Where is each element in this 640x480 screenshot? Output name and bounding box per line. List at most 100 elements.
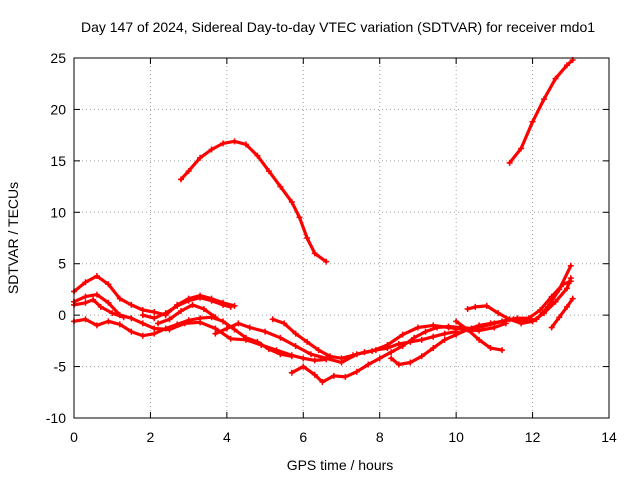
data-point bbox=[441, 330, 448, 337]
data-point bbox=[208, 297, 215, 304]
data-point bbox=[151, 325, 158, 332]
data-point bbox=[116, 321, 123, 328]
data-point bbox=[277, 351, 284, 358]
data-point bbox=[384, 345, 391, 352]
data-point bbox=[220, 140, 227, 147]
data-point bbox=[453, 318, 460, 325]
data-point bbox=[151, 315, 158, 322]
data-point bbox=[231, 326, 238, 333]
data-point bbox=[563, 303, 570, 310]
data-point bbox=[323, 355, 330, 362]
data-point bbox=[441, 336, 448, 343]
data-point bbox=[93, 322, 100, 329]
data-point bbox=[372, 347, 379, 354]
data-point bbox=[342, 373, 349, 380]
x-tick-label: 12 bbox=[525, 429, 541, 445]
data-point bbox=[220, 301, 227, 308]
data-point bbox=[227, 303, 234, 310]
data-point bbox=[453, 331, 460, 338]
data-point bbox=[495, 310, 502, 317]
data-point bbox=[197, 294, 204, 301]
data-point bbox=[529, 318, 536, 325]
x-tick-label: 0 bbox=[70, 429, 78, 445]
y-tick-label: 15 bbox=[50, 153, 66, 169]
data-point bbox=[499, 318, 505, 325]
data-point bbox=[185, 297, 192, 304]
data-point bbox=[128, 328, 135, 335]
data-point bbox=[407, 359, 414, 366]
series-arc-12 bbox=[550, 297, 575, 330]
data-point bbox=[174, 321, 181, 328]
data-point bbox=[288, 353, 295, 360]
chart-title: Day 147 of 2024, Sidereal Day-to-day VTE… bbox=[81, 19, 595, 35]
data-point bbox=[556, 314, 563, 321]
data-point bbox=[162, 310, 169, 317]
data-point bbox=[90, 296, 97, 303]
data-point bbox=[563, 62, 570, 69]
data-point bbox=[315, 347, 322, 354]
data-point bbox=[300, 355, 307, 362]
data-point bbox=[338, 355, 345, 362]
data-point bbox=[518, 145, 525, 152]
data-point bbox=[311, 250, 318, 257]
grid-layer bbox=[74, 58, 609, 418]
data-point bbox=[265, 168, 272, 175]
data-point bbox=[151, 309, 158, 316]
y-axis-label: SDTVAR / TECUs bbox=[5, 182, 21, 294]
data-point bbox=[246, 324, 253, 331]
data-point bbox=[330, 372, 337, 379]
data-point bbox=[499, 347, 505, 354]
data-point bbox=[376, 355, 383, 362]
data-point bbox=[292, 330, 299, 337]
data-point bbox=[569, 295, 576, 302]
data-point bbox=[139, 320, 146, 327]
data-point bbox=[300, 363, 307, 370]
y-tick-label: 5 bbox=[58, 256, 66, 272]
data-point bbox=[288, 199, 295, 205]
data-point bbox=[151, 330, 158, 337]
data-point bbox=[139, 312, 146, 319]
data-point bbox=[311, 371, 318, 378]
data-point bbox=[483, 302, 490, 309]
data-point bbox=[541, 96, 548, 103]
data-point bbox=[304, 235, 311, 241]
data-point bbox=[399, 343, 406, 349]
data-point bbox=[235, 320, 242, 327]
data-point bbox=[189, 301, 196, 308]
data-point bbox=[548, 324, 555, 331]
data-point bbox=[212, 325, 219, 332]
data-point bbox=[552, 298, 559, 305]
data-point bbox=[506, 316, 513, 323]
data-point bbox=[155, 320, 162, 327]
data-point bbox=[430, 333, 437, 340]
data-point bbox=[365, 361, 372, 368]
x-tick-label: 4 bbox=[223, 429, 231, 445]
data-point bbox=[185, 168, 192, 175]
x-tick-label: 2 bbox=[147, 429, 155, 445]
data-point bbox=[105, 299, 112, 306]
data-point bbox=[212, 330, 219, 337]
data-point bbox=[262, 328, 269, 335]
x-axis-label: GPS time / hours bbox=[287, 457, 394, 473]
data-point bbox=[208, 146, 215, 153]
y-tick-label: 0 bbox=[58, 307, 66, 323]
data-point bbox=[307, 351, 314, 358]
data-point bbox=[242, 334, 249, 341]
data-point bbox=[552, 75, 559, 82]
data-point bbox=[82, 299, 89, 306]
data-point bbox=[109, 310, 116, 317]
data-point bbox=[178, 176, 184, 183]
data-point bbox=[399, 331, 406, 338]
data-point bbox=[178, 308, 184, 315]
data-point bbox=[388, 355, 395, 362]
data-point bbox=[166, 316, 173, 323]
data-point bbox=[349, 352, 356, 359]
data-point bbox=[319, 379, 326, 385]
data-point bbox=[231, 302, 238, 309]
y-tick-label: -5 bbox=[54, 359, 67, 375]
data-point bbox=[277, 334, 284, 341]
data-point bbox=[93, 291, 100, 298]
data-point bbox=[567, 262, 574, 269]
data-point bbox=[242, 141, 249, 148]
